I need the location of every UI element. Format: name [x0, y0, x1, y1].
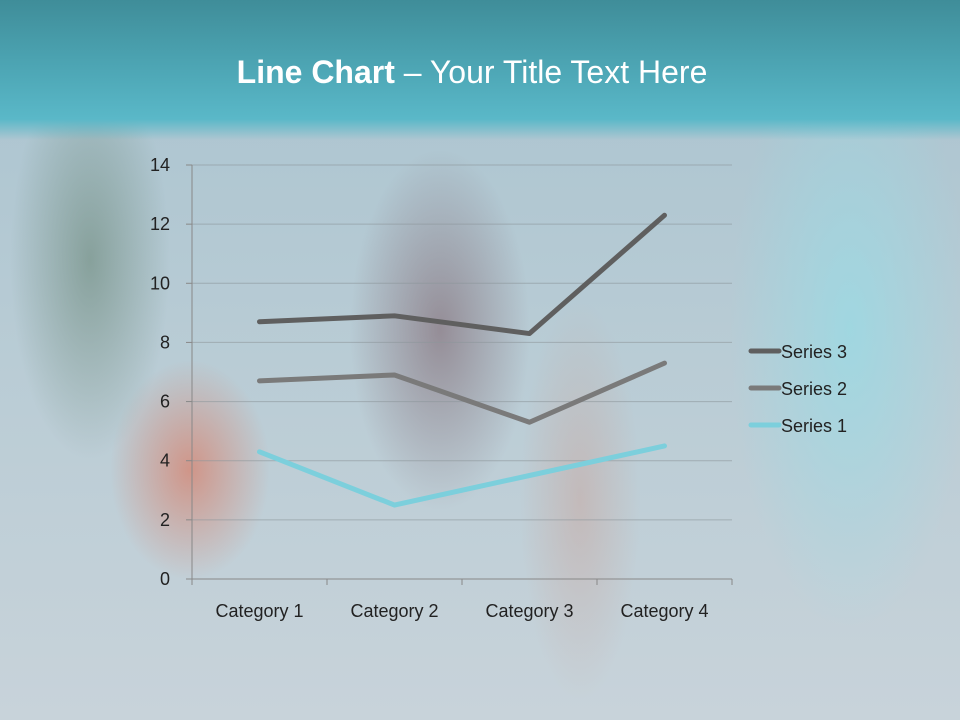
legend-label: Series 3: [781, 342, 847, 362]
y-tick-label: 10: [150, 273, 170, 293]
legend-label: Series 1: [781, 416, 847, 436]
slide-title: Line Chart – Your Title Text Here: [0, 54, 944, 91]
series-line-2: [257, 360, 667, 425]
x-tick-label: Category 4: [620, 601, 708, 621]
x-tick-label: Category 1: [215, 601, 303, 621]
title-band: [0, 0, 960, 140]
title-bold: Line Chart: [236, 54, 395, 90]
y-tick-label: 12: [150, 214, 170, 234]
series-line-1: [257, 443, 667, 508]
x-tick-label: Category 3: [485, 601, 573, 621]
y-tick-label: 4: [160, 451, 170, 471]
series-line-3: [257, 212, 667, 337]
y-tick-label: 14: [150, 155, 170, 175]
y-tick-label: 8: [160, 332, 170, 352]
x-tick-label: Category 2: [350, 601, 438, 621]
legend-label: Series 2: [781, 379, 847, 399]
y-tick-label: 2: [160, 510, 170, 530]
y-tick-label: 6: [160, 392, 170, 412]
title-rest: – Your Title Text Here: [394, 54, 708, 90]
y-tick-label: 0: [160, 569, 170, 589]
